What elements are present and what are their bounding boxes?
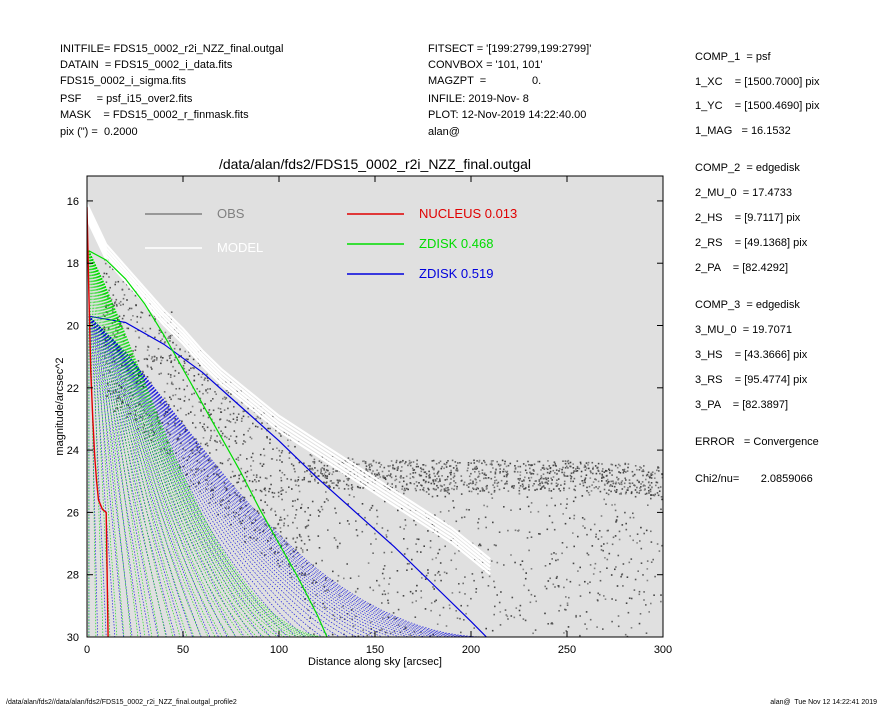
header-initfile: INITFILE= FDS15_0002_r2i_NZZ_final.outga… — [60, 43, 284, 55]
y-tick-label: 22 — [67, 383, 79, 395]
plot-area — [87, 176, 663, 637]
comp3-mu0: 3_MU_0 = 19.7071 — [695, 324, 792, 336]
x-tick-label: 100 — [270, 644, 288, 656]
model-line — [87, 203, 491, 560]
legend-label-0: OBS — [217, 206, 245, 221]
comp1-xc: 1_XC = [1500.7000] pix — [695, 76, 820, 88]
model-band — [87, 203, 491, 575]
y-tick-label: 18 — [67, 258, 79, 270]
legend-label-4: ZDISK 0.519 — [419, 266, 493, 281]
comp3-hs: 3_HS = [43.3666] pix — [695, 349, 808, 361]
header-infile: INFILE: 2019-Nov- 8 — [428, 93, 529, 105]
x-tick-label: 250 — [558, 644, 576, 656]
comp2-rs: 2_RS = [49.1368] pix — [695, 237, 808, 249]
x-tick-label: 0 — [84, 644, 90, 656]
header-pixscale: pix (") = 0.2000 — [60, 126, 138, 138]
model-line — [87, 214, 491, 572]
plot-marks — [87, 203, 663, 637]
header-user: alan@ — [428, 126, 460, 138]
y-tick-label: 16 — [67, 196, 79, 208]
header-datain: DATAIN = FDS15_0002_i_data.fits — [60, 59, 233, 71]
comp2-type: COMP_2 = edgedisk — [695, 162, 800, 174]
chi2-nu: Chi2/nu= 2.0859066 — [695, 473, 813, 485]
legend-label-3: ZDISK 0.468 — [419, 236, 493, 251]
zdisk-outer-fan-edge — [88, 315, 487, 637]
y-axis-label: magnitude/arcsec^2 — [54, 357, 66, 455]
model-line — [87, 211, 491, 568]
header-plot-date: PLOT: 12-Nov-2019 14:22:40.00 — [428, 109, 587, 121]
legend-label-2: NUCLEUS 0.013 — [419, 206, 517, 221]
y-tick-label: 26 — [67, 507, 79, 519]
header-psf: PSF = psf_i15_over2.fits — [60, 93, 193, 105]
model-line — [87, 207, 491, 564]
chart-title: /data/alan/fds2/FDS15_0002_r2i_NZZ_final… — [218, 156, 532, 172]
y-tick-label: 30 — [67, 632, 79, 644]
header-fitsect: FITSECT = '[199:2799,199:2799]' — [428, 43, 592, 55]
x-axis-label: Distance along sky [arcsec] — [308, 656, 442, 668]
comp3-pa: 3_PA = [82.3897] — [695, 399, 789, 411]
y-tick-label: 28 — [67, 570, 79, 582]
nucleus-line — [87, 207, 109, 637]
y-tick-label: 24 — [67, 445, 79, 457]
comp2-pa: 2_PA = [82.4292] — [695, 262, 789, 274]
comp2-hs: 2_HS = [9.7117] pix — [695, 212, 801, 224]
legend-label-1: MODEL — [217, 240, 263, 255]
comp1-yc: 1_YC = [1500.4690] pix — [695, 100, 820, 112]
comp3-rs: 3_RS = [95.4774] pix — [695, 374, 808, 386]
header-magzpt: MAGZPT = 0. — [428, 75, 542, 87]
model-line — [87, 218, 491, 575]
header-convbox: CONVBOX = '101, 101' — [428, 59, 543, 71]
zdisk-inner-fan — [88, 250, 328, 637]
comp1-type: COMP_1 = psf — [695, 51, 771, 63]
x-tick-label: 200 — [462, 644, 480, 656]
zdisk-outer-fan — [88, 315, 487, 637]
comp1-mag: 1_MAG = 16.1532 — [695, 125, 791, 137]
footer-path: /data/alan/fds2//data/alan/fds2/FDS15_00… — [6, 699, 237, 706]
comp3-type: COMP_3 = edgedisk — [695, 299, 800, 311]
header-mask: MASK = FDS15_0002_r_finmask.fits — [60, 109, 249, 121]
x-tick-label: 300 — [654, 644, 672, 656]
comp2-mu0: 2_MU_0 = 17.4733 — [695, 187, 792, 199]
x-tick-label: 150 — [366, 644, 384, 656]
fit-error: ERROR = Convergence — [695, 436, 819, 448]
footer-timestamp: alan@ Tue Nov 12 14:22:41 2019 — [770, 699, 877, 706]
x-tick-label: 50 — [177, 644, 189, 656]
zdisk-inner-fan-edge — [88, 250, 328, 637]
header-sigma: FDS15_0002_i_sigma.fits — [60, 75, 186, 87]
y-tick-label: 20 — [67, 321, 79, 333]
